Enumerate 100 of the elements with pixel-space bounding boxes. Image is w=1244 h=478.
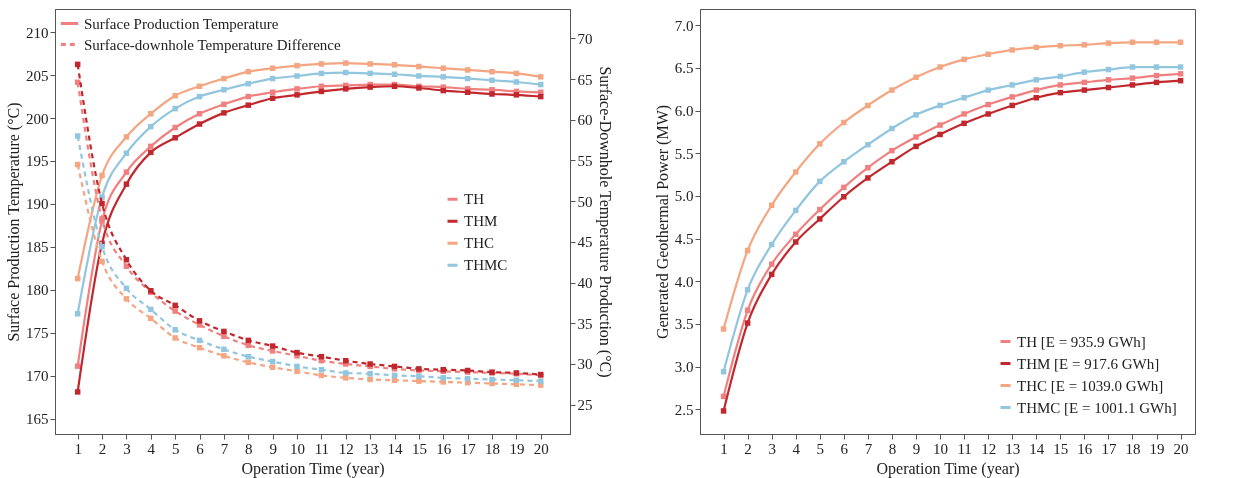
point xyxy=(123,181,130,187)
point xyxy=(99,172,105,179)
point xyxy=(961,120,967,127)
y-tick-label: 200 xyxy=(26,110,49,127)
point xyxy=(294,92,300,98)
y-axis-title: Generated Geothermal Power (MW) xyxy=(653,104,672,340)
point xyxy=(889,159,895,165)
point xyxy=(913,112,919,118)
point xyxy=(913,143,919,150)
x-tick-label: 9 xyxy=(269,440,277,457)
y-tick-label: 205 xyxy=(26,67,49,84)
point xyxy=(172,308,178,314)
y-tick-label: 185 xyxy=(26,239,49,256)
point xyxy=(221,333,227,340)
point xyxy=(1177,64,1184,70)
legend-label: TH xyxy=(464,191,485,208)
point xyxy=(538,378,544,384)
point xyxy=(343,370,349,376)
x-tick-label: 1 xyxy=(720,440,728,457)
x-tick-label: 11 xyxy=(314,440,330,457)
point xyxy=(817,216,823,222)
legend-label: THMC xyxy=(464,257,508,274)
point xyxy=(74,389,81,395)
point xyxy=(1153,64,1160,70)
point xyxy=(841,184,847,191)
point xyxy=(817,206,823,213)
x-tick-label: 15 xyxy=(1053,440,1069,457)
y2-tick-label: 60 xyxy=(577,112,593,129)
point xyxy=(221,328,227,335)
point xyxy=(464,67,471,73)
point xyxy=(294,62,300,69)
x-tick-label: 4 xyxy=(792,440,801,457)
point xyxy=(937,122,943,128)
y-tick-label: 4.0 xyxy=(674,273,694,290)
point xyxy=(720,408,727,414)
x-tick-label: 20 xyxy=(533,440,549,457)
point xyxy=(221,75,227,82)
point xyxy=(1177,71,1184,77)
point xyxy=(367,371,373,377)
point xyxy=(489,91,495,97)
x-tick-label: 5 xyxy=(816,440,825,457)
point xyxy=(720,326,727,332)
point xyxy=(817,178,823,185)
point xyxy=(172,105,178,112)
point xyxy=(1057,82,1064,88)
x-tick-label: 15 xyxy=(411,440,427,457)
y-tick-label: 170 xyxy=(26,368,49,385)
point xyxy=(817,141,823,147)
x-tick-label: 6 xyxy=(196,440,205,457)
point xyxy=(489,68,495,75)
point xyxy=(367,70,373,77)
point xyxy=(889,147,895,154)
y-tick-label: 5.0 xyxy=(674,188,694,205)
y-tick-label: 5.5 xyxy=(674,145,694,162)
legend-label: THC xyxy=(464,235,494,252)
x-tick-label: 19 xyxy=(1149,440,1165,457)
point xyxy=(1081,42,1088,48)
point xyxy=(1009,47,1015,53)
point xyxy=(440,74,446,80)
x-tick-label: 8 xyxy=(888,440,897,457)
point xyxy=(1129,64,1136,70)
legend-label: THC [E = 1039.0 GWh] xyxy=(1017,377,1164,394)
point xyxy=(538,74,544,80)
point xyxy=(221,110,227,116)
y-tick-label: 190 xyxy=(26,196,49,213)
point xyxy=(294,368,300,375)
x-tick-label: 2 xyxy=(744,440,752,457)
x-tick-label: 16 xyxy=(1077,440,1093,457)
point xyxy=(416,73,422,79)
point xyxy=(318,61,325,67)
point xyxy=(985,111,991,117)
point xyxy=(74,133,81,139)
point xyxy=(123,134,130,140)
point xyxy=(865,165,871,171)
point xyxy=(99,244,105,250)
point xyxy=(269,343,276,349)
point xyxy=(1129,75,1136,81)
point xyxy=(343,357,349,364)
point xyxy=(985,87,991,93)
point xyxy=(1009,94,1015,100)
point xyxy=(865,102,871,109)
point xyxy=(148,143,154,150)
point xyxy=(343,375,349,381)
y2-tick-label: 40 xyxy=(577,275,593,292)
x-tick-label: 17 xyxy=(460,440,477,457)
point xyxy=(148,111,154,117)
point xyxy=(221,346,227,353)
point xyxy=(1009,82,1015,88)
y-axis-title: Surface Production Temperature (°C) xyxy=(5,102,23,342)
point xyxy=(489,77,495,83)
point xyxy=(294,86,300,92)
y-tick-label: 165 xyxy=(26,411,49,428)
legend-label: THM xyxy=(464,213,498,230)
point xyxy=(123,257,130,263)
point xyxy=(269,364,276,370)
y-tick-label: 4.5 xyxy=(674,231,694,248)
point xyxy=(513,92,520,98)
point xyxy=(1009,102,1015,109)
x-tick-label: 6 xyxy=(840,440,849,457)
point xyxy=(1081,87,1088,93)
